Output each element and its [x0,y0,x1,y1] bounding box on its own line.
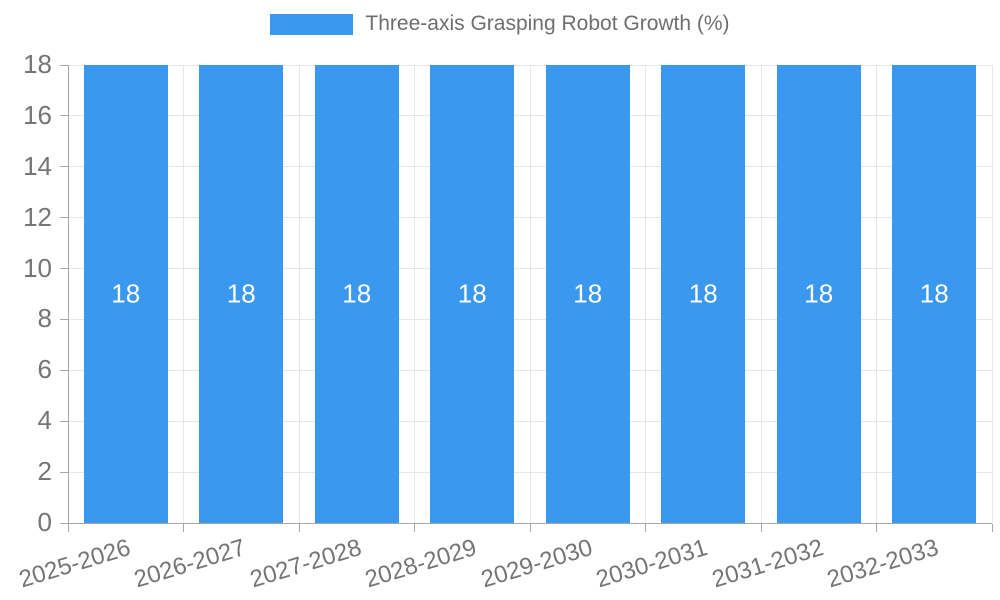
x-axis-tick [529,524,531,532]
grid-line-vertical [298,65,300,523]
x-axis-tick [876,524,877,532]
y-axis-tick [60,522,68,524]
bar-value-label: 18 [919,278,949,309]
x-axis-tick [414,524,415,532]
y-axis-tick [60,115,68,117]
x-tick-label: 2026-2027 [131,534,250,594]
bar[interactable]: 18 [776,65,861,523]
x-tick-label: 2031-2032 [708,534,827,594]
y-tick-label: 10 [23,252,52,283]
y-axis-tick [60,166,68,168]
bar[interactable]: 18 [545,65,630,523]
x-tick-label: 2029-2030 [477,534,596,594]
x-axis-tick [645,524,646,532]
x-axis-tick [67,524,69,532]
legend-swatch [270,13,354,35]
y-tick-label: 6 [37,354,52,385]
y-axis-tick [60,318,68,320]
bar-value-label: 18 [804,278,834,309]
grid-line-vertical [645,65,646,523]
y-tick-label: 12 [23,201,52,232]
bar[interactable]: 18 [199,65,284,523]
x-tick-label: 2030-2031 [593,534,712,594]
grid-line-vertical [876,65,877,523]
y-tick-label: 14 [23,150,52,181]
bar[interactable]: 18 [314,65,399,523]
y-tick-label: 0 [37,506,52,537]
x-axis-line [68,523,992,524]
bar[interactable]: 18 [892,65,977,523]
chart-legend[interactable]: Three-axis Grasping Robot Growth (%) [0,12,1000,36]
y-tick-label: 8 [37,303,52,334]
grid-line-vertical [183,65,184,523]
grid-line-vertical [414,65,415,523]
bar-value-label: 18 [342,278,372,309]
grid-line-vertical [991,65,993,523]
x-axis-tick [298,524,300,532]
grid-line-vertical [529,65,531,523]
bar[interactable]: 18 [661,65,746,523]
bar[interactable]: 18 [83,65,168,523]
x-tick-label: 2032-2033 [824,534,943,594]
bar-value-label: 18 [688,278,718,309]
x-axis-tick [183,524,184,532]
x-axis-tick [991,524,993,532]
bar-value-label: 18 [573,278,603,309]
y-axis-tick [60,471,68,473]
y-axis-line [68,65,69,523]
bar-value-label: 18 [111,278,141,309]
bar-value-label: 18 [457,278,487,309]
y-tick-label: 2 [37,455,52,486]
y-tick-label: 4 [37,405,52,436]
y-axis-tick [60,420,68,422]
x-tick-label: 2025-2026 [15,534,134,594]
y-axis-tick [60,217,68,219]
y-axis-tick [60,369,68,371]
plot-area: 18 18 18 18 18 18 18 18 [60,64,993,532]
x-axis-tick [760,524,762,532]
bar-value-label: 18 [226,278,256,309]
bar[interactable]: 18 [430,65,515,523]
y-axis-tick [60,268,68,270]
grid-line-vertical [760,65,762,523]
y-tick-label: 16 [23,99,52,130]
x-tick-label: 2028-2029 [362,534,481,594]
legend-label: Three-axis Grasping Robot Growth (%) [365,12,730,35]
y-tick-label: 18 [23,48,52,79]
x-tick-label: 2027-2028 [246,534,365,594]
y-axis-tick [60,64,68,66]
